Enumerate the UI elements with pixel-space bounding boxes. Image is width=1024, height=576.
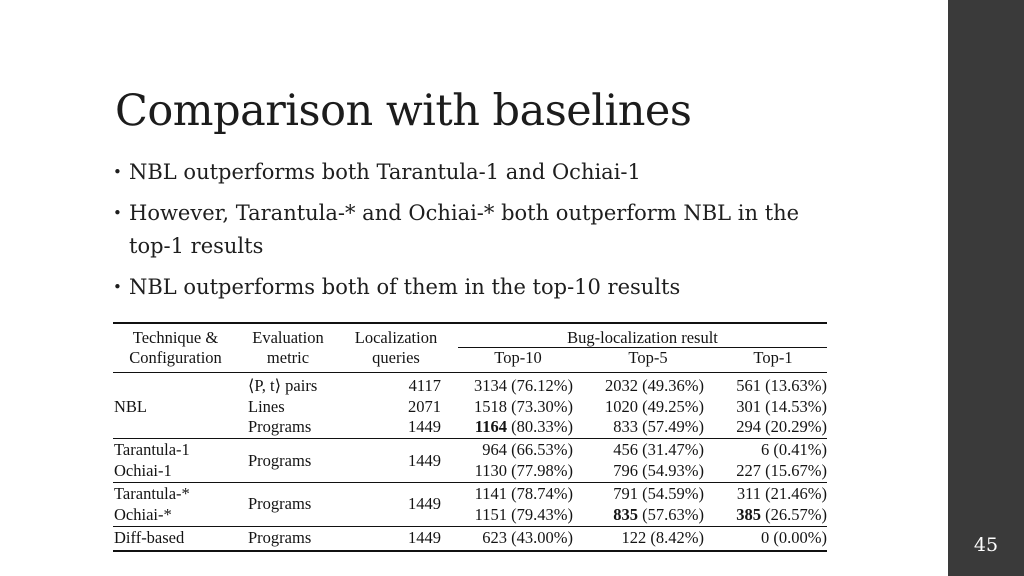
row-label-nbl: NBL: [114, 397, 147, 416]
cell-metric: Programs: [248, 417, 312, 436]
cell-top10: 1164 (80.33%): [453, 417, 573, 437]
bullet-dot-icon: •: [113, 204, 122, 222]
cell-metric: Programs: [248, 494, 312, 513]
cell-queries: 1449: [408, 417, 441, 436]
bullet-text: However, Tarantula-* and Ochiai-* both o…: [129, 201, 800, 258]
result-group-rule: [458, 347, 827, 348]
bullet-item: • NBL outperforms both Tarantula-1 and Oc…: [113, 156, 843, 189]
bullet-item: • However, Tarantula-* and Ochiai-* both …: [113, 197, 829, 263]
cell-top5: 791 (54.59%): [613, 484, 704, 503]
cell-top1: 227 (15.67%): [736, 461, 827, 480]
bullet-dot-icon: •: [113, 163, 122, 181]
cell-top1: 0 (0.00%): [761, 528, 827, 547]
bullet-text: NBL outperforms both of them in the top-…: [129, 275, 681, 299]
table-header-rule: [113, 372, 827, 373]
slide-title: Comparison with baselines: [115, 86, 692, 136]
best-value: 1164: [474, 417, 508, 436]
row-label-ochiai-star: Ochiai-*: [114, 505, 172, 524]
bullet-text: NBL outperforms both Tarantula-1 and Och…: [129, 160, 641, 184]
best-value: 835: [613, 505, 639, 524]
cell-queries: 1449: [408, 451, 441, 470]
slide-sidebar: [948, 0, 1024, 576]
header-technique: Configuration: [129, 348, 222, 367]
cell-queries: 4117: [408, 376, 441, 395]
header-result-group: Bug-localization result: [567, 328, 718, 347]
results-table: Technique & Configuration Evaluation met…: [113, 322, 827, 554]
page-number: 45: [973, 534, 999, 556]
cell-top5: 2032 (49.36%): [605, 376, 704, 395]
cell-top10: 1130 (77.98%): [474, 461, 573, 480]
table-row-divider: [113, 526, 827, 527]
cell-top10: 623 (43.00%): [482, 528, 573, 547]
table-row-divider: [113, 482, 827, 483]
header-technique: Technique &: [132, 328, 219, 347]
cell-top10: 964 (66.53%): [482, 440, 573, 459]
header-eval: Evaluation: [252, 328, 324, 347]
header-queries: Localization: [354, 328, 438, 347]
cell-metric: Programs: [248, 451, 312, 470]
cell-metric: Programs: [248, 528, 312, 547]
cell-top10: 1151 (79.43%): [474, 505, 573, 524]
best-value: 385: [736, 505, 762, 524]
cell-top1: 311 (21.46%): [736, 484, 827, 503]
row-label-tarantula-1: Tarantula-1: [114, 440, 190, 459]
row-label-diff-based: Diff-based: [114, 528, 185, 547]
cell-top10: 1518 (73.30%): [474, 397, 573, 416]
header-queries: queries: [372, 348, 420, 367]
cell-queries: 1449: [408, 528, 441, 547]
cell-queries: 1449: [408, 494, 441, 513]
cell-percent: (80.33%): [507, 417, 573, 436]
bullet-item: • NBL outperforms both of them in the top…: [113, 271, 843, 304]
cell-top1: 385 (26.57%): [713, 505, 827, 525]
table-top-rule: [113, 322, 827, 324]
row-label-ochiai-1: Ochiai-1: [114, 461, 172, 480]
table-bottom-rule: [113, 550, 827, 552]
cell-top1: 6 (0.41%): [761, 440, 827, 459]
cell-top1: 301 (14.53%): [736, 397, 827, 416]
cell-top5: 1020 (49.25%): [605, 397, 704, 416]
cell-percent: (57.63%): [638, 505, 704, 524]
header-top10: Top-10: [494, 348, 542, 367]
bullet-list: • NBL outperforms both Tarantula-1 and Oc…: [113, 156, 843, 312]
cell-top10: 1141 (78.74%): [474, 484, 573, 503]
cell-top5: 456 (31.47%): [613, 440, 704, 459]
cell-top5: 833 (57.49%): [613, 417, 704, 436]
cell-queries: 2071: [408, 397, 441, 416]
cell-top10: 3134 (76.12%): [474, 376, 573, 395]
cell-top5: 796 (54.93%): [613, 461, 704, 480]
row-label-tarantula-star: Tarantula-*: [114, 484, 190, 503]
header-eval: metric: [266, 348, 310, 367]
bullet-dot-icon: •: [113, 278, 122, 296]
cell-top1: 561 (13.63%): [736, 376, 827, 395]
header-top5: Top-5: [628, 348, 668, 367]
cell-top5: 835 (57.63%): [583, 505, 704, 525]
cell-top1: 294 (20.29%): [736, 417, 827, 436]
cell-percent: (26.57%): [761, 505, 827, 524]
header-top1: Top-1: [753, 348, 793, 367]
cell-top5: 122 (8.42%): [621, 528, 704, 547]
cell-metric: Lines: [248, 397, 285, 416]
cell-metric: ⟨P, t⟩ pairs: [248, 376, 318, 395]
table-row-divider: [113, 438, 827, 439]
